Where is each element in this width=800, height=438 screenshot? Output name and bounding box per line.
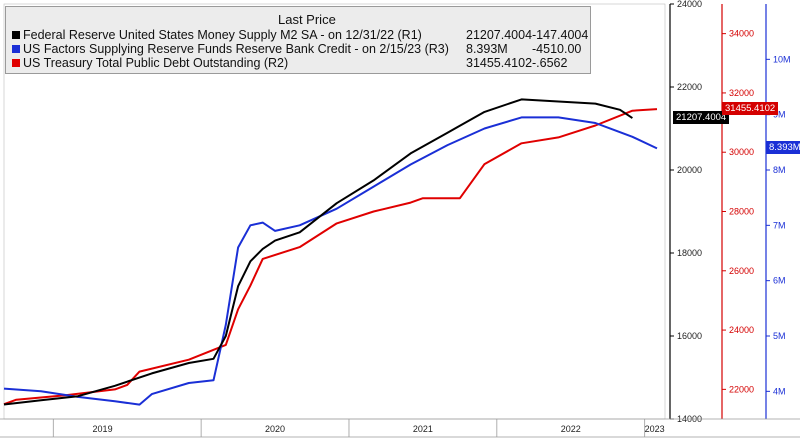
axis-tick-label-m2: 16000 <box>677 331 702 341</box>
axis-tick-label-reserve-credit: 5M <box>773 331 786 341</box>
x-tick-label-2023: 2023 <box>645 424 665 434</box>
legend-item-m2: Federal Reserve United States Money Supp… <box>12 28 588 43</box>
x-tick-label-2021: 2021 <box>413 424 433 434</box>
axis-tick-label-reserve-credit: 10M <box>773 54 791 64</box>
legend-label-reserve-credit: US Factors Supplying Reserve Funds Reser… <box>23 42 449 56</box>
legend-value-public-debt: 31455.4102 <box>466 56 533 70</box>
legend: Last Price Federal Reserve United States… <box>5 6 591 74</box>
legend-change-reserve-credit: -4510.00 <box>532 42 582 56</box>
axis-tick-label-public-debt: 26000 <box>729 266 754 276</box>
legend-swatch-reserve-credit <box>12 45 20 53</box>
axis-tick-label-reserve-credit: 6M <box>773 276 786 286</box>
legend-value-m2: 21207.4004 <box>466 28 533 42</box>
x-tick-label-2022: 2022 <box>561 424 581 434</box>
axis-tick-label-public-debt: 30000 <box>729 147 754 157</box>
axis-tick-label-public-debt: 22000 <box>729 384 754 394</box>
last-value-flag-m2: 21207.4004 <box>673 111 730 125</box>
series-line-public-debt <box>3 108 658 406</box>
axis-tick-label-m2: 22000 <box>677 82 702 92</box>
axis-tick-label-reserve-credit: 4M <box>773 386 786 396</box>
x-tick-label-2019: 2019 <box>93 424 113 434</box>
x-tick-label-2020: 2020 <box>265 424 285 434</box>
legend-value-reserve-credit: 8.393M <box>466 42 508 56</box>
axis-tick-label-m2: 20000 <box>677 165 702 175</box>
axis-tick-label-m2: 24000 <box>677 0 702 9</box>
last-value-flag-reserve-credit: 8.393M <box>766 141 800 155</box>
x-axis: 2019 2020 2021 2022 2023 <box>0 418 800 438</box>
legend-header: Last Price <box>278 12 336 27</box>
series-line-m2 <box>3 98 633 406</box>
axis-tick-label-public-debt: 32000 <box>729 88 754 98</box>
axis-tick-label-reserve-credit: 9M <box>773 110 786 120</box>
series-layer <box>3 98 658 406</box>
axis-tick-label-public-debt: 28000 <box>729 207 754 217</box>
axis-tick-label-m2: 18000 <box>677 248 702 258</box>
legend-swatch-m2 <box>12 31 20 39</box>
axis-tick-label-reserve-credit: 8M <box>773 165 786 175</box>
legend-label-public-debt: US Treasury Total Public Debt Outstandin… <box>23 56 289 70</box>
legend-change-m2: -147.4004 <box>532 28 589 42</box>
legend-item-reserve-credit: US Factors Supplying Reserve Funds Reser… <box>12 42 581 57</box>
axis-tick-label-reserve-credit: 7M <box>773 220 786 230</box>
legend-swatch-public-debt <box>12 59 20 67</box>
axis-tick-label-public-debt: 24000 <box>729 325 754 335</box>
axes-layer: 1400016000180002000022000240002200024000… <box>669 0 791 424</box>
legend-change-public-debt: -.6562 <box>532 56 568 70</box>
axis-tick-label-public-debt: 34000 <box>729 29 754 39</box>
last-value-flag-public-debt: 31455.4102 <box>722 102 779 116</box>
legend-label-m2: Federal Reserve United States Money Supp… <box>23 28 422 42</box>
series-line-reserve-credit <box>3 116 658 406</box>
legend-item-public-debt: US Treasury Total Public Debt Outstandin… <box>12 56 567 71</box>
